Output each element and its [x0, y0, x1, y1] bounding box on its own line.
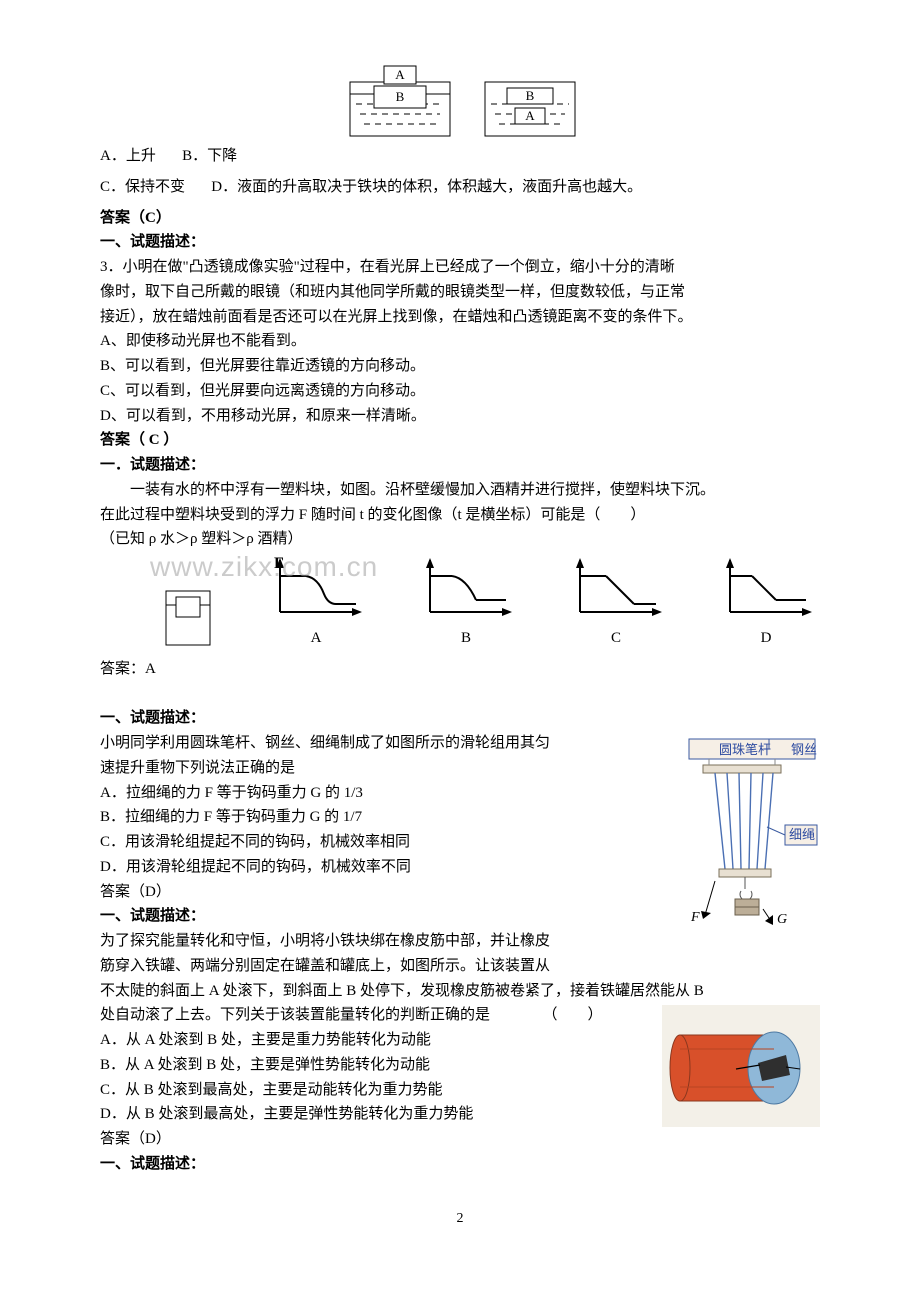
svg-text:B: B	[526, 88, 535, 103]
q3-optC: C、可以看到，但光屏要向远离透镜的方向移动。	[100, 379, 820, 404]
section-header-2: 一．试题描述：	[100, 453, 820, 478]
q4-stem-2: 在此过程中塑料块受到的浮力 F 随时间 t 的变化图像（t 是横坐标）可能是（ …	[100, 503, 820, 528]
q3-optB: B、可以看到，但光屏要往靠近透镜的方向移动。	[100, 354, 820, 379]
top-figure-row: B A B A	[100, 60, 820, 138]
cup-diagram	[160, 585, 216, 651]
q3-stem-3: 接近），放在蜡烛前面看是否还可以在光屏上找到像，在蜡烛和凸透镜距离不变的条件下。	[100, 305, 820, 330]
graph-d-label: D	[716, 626, 816, 651]
q2-options-cd: C．保持不变 D．液面的升高取决于铁块的体积，体积越大，液面升高也越大。	[100, 175, 820, 200]
svg-text:A: A	[395, 67, 405, 82]
q5-block: 圆珠笔杆 钢丝	[100, 731, 820, 979]
graph-c: C	[566, 556, 666, 651]
graph-a-label: A	[266, 626, 366, 651]
q4-stem-1: 一装有水的杯中浮有一塑料块，如图。沿杯壁缓慢加入酒精并进行搅拌，使塑料块下沉。	[100, 478, 820, 503]
q4-answer: 答案：A	[100, 657, 820, 682]
q6-stem-4-text: 处自动滚了上去。下列关于该装置能量转化的判断正确的是	[100, 1007, 490, 1023]
q2-optA: A．上升	[100, 148, 156, 164]
page-number: 2	[100, 1207, 820, 1230]
q6-stem-3: 不太陡的斜面上 A 处滚下，到斜面上 B 处停下，发现橡皮筋被卷紧了，接着铁罐居…	[100, 979, 820, 1004]
graph-b-label: B	[416, 626, 516, 651]
q2-options: A．上升 B．下降	[100, 144, 820, 169]
q2-optC: C．保持不变	[100, 179, 185, 195]
q6-stem-1: 为了探究能量转化和守恒，小明将小铁块绑在橡皮筋中部，并让橡皮	[100, 929, 820, 954]
section-header-3: 一、试题描述：	[100, 706, 820, 731]
q3-optA: A、即使移动光屏也不能看到。	[100, 329, 820, 354]
q3-stem-1: 3．小明在做"凸透镜成像实验"过程中，在看光屏上已经成了一个倒立，缩小十分的清晰	[100, 255, 820, 280]
svg-text:B: B	[396, 89, 405, 104]
pulley-label-f: F	[690, 910, 700, 925]
svg-text:A: A	[525, 108, 535, 123]
q6-answer: 答案（D）	[100, 1127, 820, 1152]
pulley-label-rope: 细绳	[789, 827, 815, 842]
q3-optD: D、可以看到，不用移动光屏，和原来一样清晰。	[100, 404, 820, 429]
q2-optD: D．液面的升高取决于铁块的体积，体积越大，液面升高也越大。	[211, 179, 642, 195]
can-diagram	[662, 1005, 820, 1127]
graph-b: B	[416, 556, 516, 651]
q3-answer: 答案（ C ）	[100, 428, 820, 453]
pulley-label-pen: 圆珠笔杆	[719, 742, 771, 757]
graph-c-label: C	[566, 626, 666, 651]
q2-answer: 答案（C）	[100, 206, 820, 231]
container-left-diagram: B A B A	[330, 60, 590, 138]
q6-stem-2: 筋穿入铁罐、两端分别固定在罐盖和罐底上，如图所示。让该装置从	[100, 954, 820, 979]
q4-figure-row: www.zikx.com.cn F A	[100, 556, 820, 651]
section-header-1: 一、试题描述：	[100, 230, 820, 255]
q6-paren: （ ）	[543, 1007, 603, 1023]
q3-stem-2: 像时，取下自己所戴的眼镜（和班内其他同学所戴的眼镜类型一样，但度数较低，与正常	[100, 280, 820, 305]
graph-a: F A	[266, 556, 366, 651]
pulley-label-g: G	[777, 912, 787, 927]
q4-stem-3: （已知 ρ 水＞ρ 塑料＞ρ 酒精）	[100, 527, 820, 552]
q2-optB: B．下降	[182, 148, 237, 164]
pulley-label-wire: 钢丝	[791, 742, 817, 757]
pulley-diagram: 圆珠笔杆 钢丝	[685, 731, 820, 929]
graph-d: D	[716, 556, 816, 651]
section-header-5: 一、试题描述：	[100, 1152, 820, 1177]
